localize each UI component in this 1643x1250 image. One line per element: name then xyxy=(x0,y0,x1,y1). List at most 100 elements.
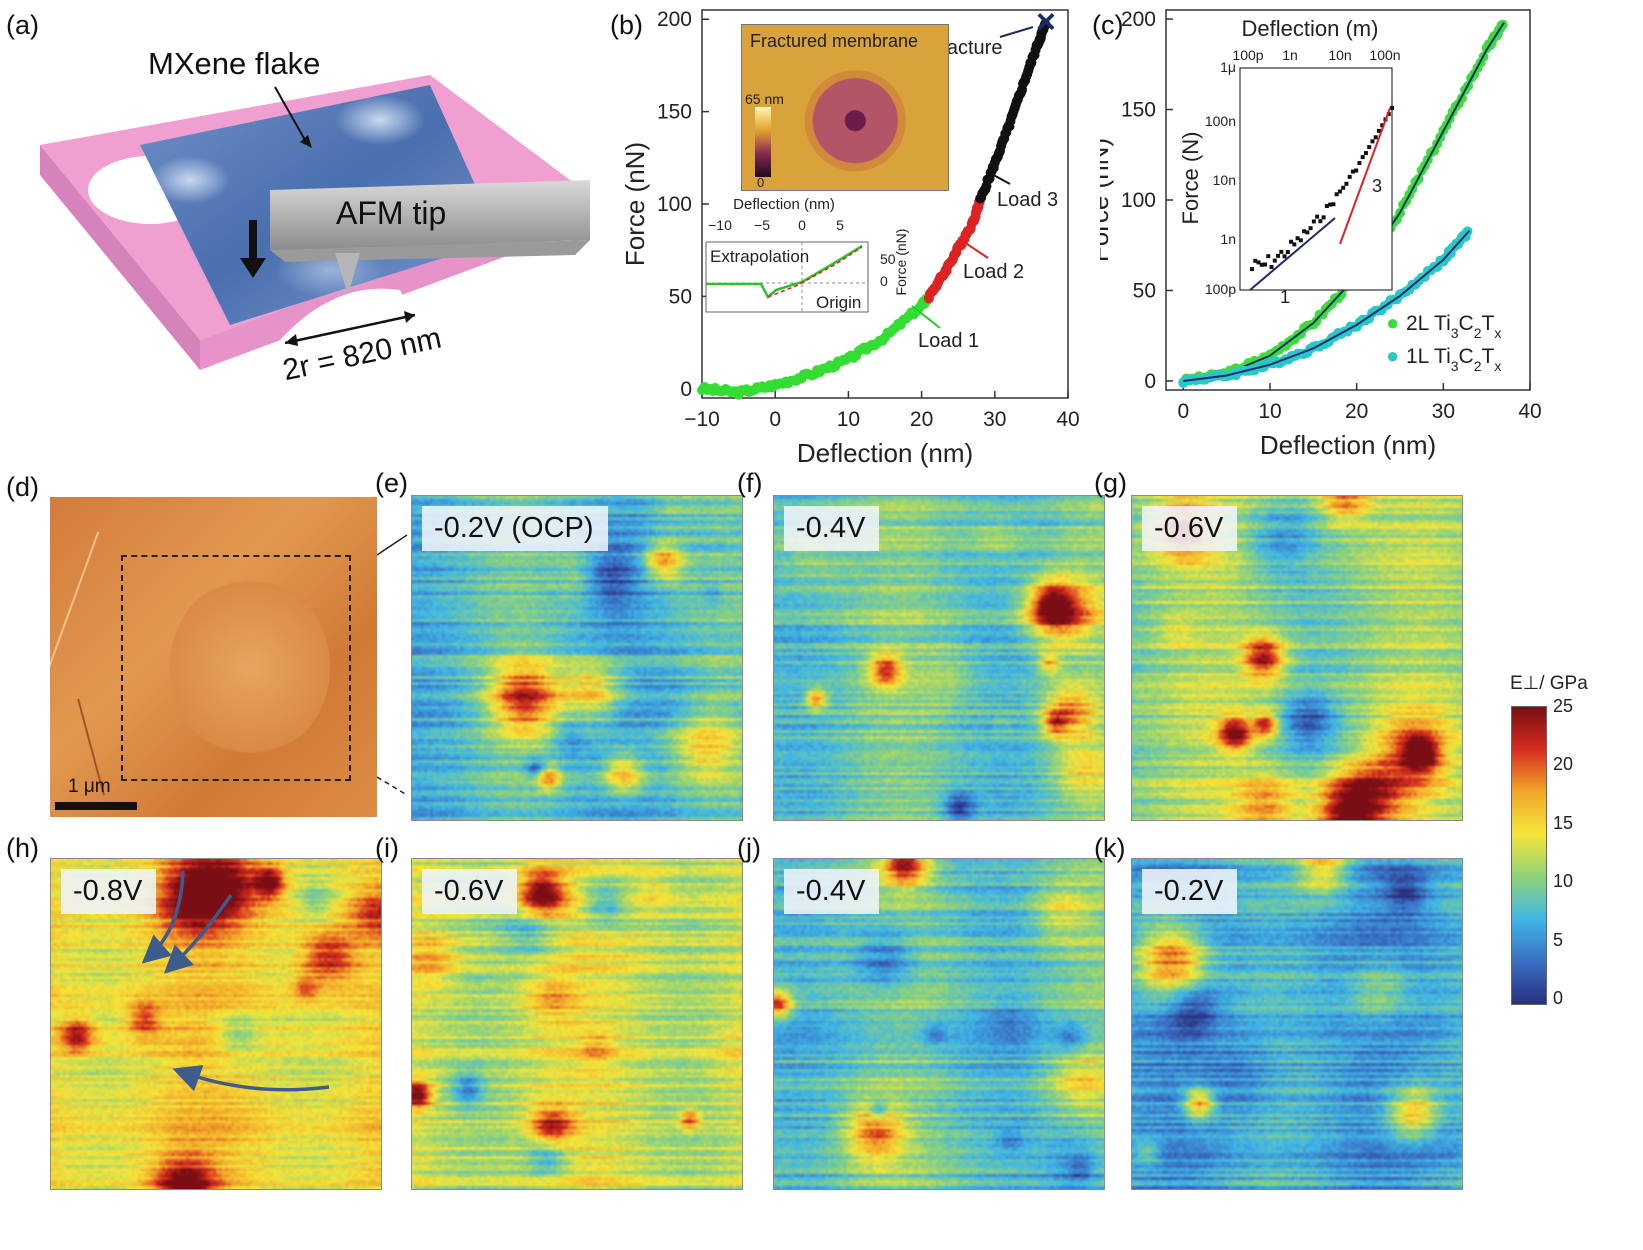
inset-data-point xyxy=(1331,202,1336,207)
inset-data-point xyxy=(1289,239,1294,244)
inset-data-point xyxy=(1328,202,1333,207)
map-f-voltage-label: -0.4V xyxy=(784,506,880,551)
zoom-connector-lines xyxy=(377,534,408,796)
inset-y-tick: 10n xyxy=(1213,172,1236,188)
inset-x-tick: 100n xyxy=(1369,47,1400,63)
inset-x-tick: −10 xyxy=(708,217,732,233)
load1-annotation: Load 1 xyxy=(918,330,979,352)
inset-scale-min: 0 xyxy=(757,175,765,190)
inset-y-tick: 0 xyxy=(880,273,888,289)
fracture-marker: × xyxy=(1036,3,1056,41)
inset-y-tick: 1μ xyxy=(1220,59,1236,75)
inset-data-point xyxy=(1334,192,1339,197)
inset-x-label: Deflection (m) xyxy=(1242,16,1379,41)
y-tick-label: 100 xyxy=(657,193,692,216)
afm-tip xyxy=(270,180,590,250)
y-tick-label: 200 xyxy=(657,8,692,31)
inset-red-curve xyxy=(767,246,863,298)
inset-data-point xyxy=(1321,215,1326,220)
inset-data-point xyxy=(1250,267,1254,272)
x-tick-label: 10 xyxy=(837,408,860,431)
inset-data-point xyxy=(1376,128,1381,133)
inset-data-point xyxy=(1373,135,1378,140)
inset-data-point xyxy=(1354,168,1359,173)
inset-data-point xyxy=(1370,139,1375,144)
inset-data-point xyxy=(1347,174,1352,179)
load1-arrow xyxy=(911,305,941,329)
inset-data-point xyxy=(1305,230,1310,235)
modulus-map-j: -0.4V xyxy=(773,858,1105,1190)
inset-y-tick: 100p xyxy=(1205,281,1236,297)
x-tick-label: 30 xyxy=(1432,400,1455,423)
map-e-voltage-label: -0.2V (OCP) xyxy=(422,506,608,551)
inset-data-point xyxy=(1266,254,1271,259)
inset-data-point xyxy=(1363,151,1368,156)
inset-data-point xyxy=(1282,254,1287,259)
inset-data-point xyxy=(1259,262,1264,267)
chart-c: 0 10 20 30 40 0 50 100 150 200 Deflection (nm) Forc… xyxy=(1100,8,1542,460)
afm-topography-image: 1 μm xyxy=(50,497,377,817)
scale-bar xyxy=(55,802,137,810)
inset-x-tick: 5 xyxy=(836,217,844,233)
inset-data-point xyxy=(1308,226,1313,231)
colorbar-title: E⊥/ GPa xyxy=(1510,673,1588,694)
inset-x-tick: 10n xyxy=(1328,47,1351,63)
slope1-label: 1 xyxy=(1280,287,1290,307)
inset-data-point xyxy=(1276,253,1281,258)
inset-origin-label: Origin xyxy=(816,293,861,312)
map-i-voltage-label: -0.6V xyxy=(422,869,518,914)
map-i-letter: (i) xyxy=(375,833,399,863)
inset-data-point xyxy=(1302,229,1307,234)
modulus-map-k: -0.2V xyxy=(1131,858,1463,1190)
inset-data-point xyxy=(1253,258,1258,263)
inset-data-point xyxy=(1390,106,1394,110)
y-tick-label: 150 xyxy=(1121,99,1156,122)
y-tick-label: 50 xyxy=(669,285,692,308)
inset-y-label: Force (N) xyxy=(1178,132,1203,225)
inset-green-curve xyxy=(706,244,863,299)
colorbar-ticks: 25 20 15 10 5 0 xyxy=(1553,696,1593,1016)
inset-data-point xyxy=(1269,265,1274,270)
load2-annotation: Load 2 xyxy=(963,261,1024,283)
panel-c-letter: (c) xyxy=(1092,10,1124,40)
inset-data-point xyxy=(1298,238,1303,243)
x-tick-label: 20 xyxy=(910,408,933,431)
inset-data-point xyxy=(1292,242,1297,247)
inset-extrapolation-label: Extrapolation xyxy=(710,247,809,266)
inset-slope1-line xyxy=(1249,217,1336,291)
scale-bar-label: 1 μm xyxy=(68,776,111,797)
inset-data-point xyxy=(1285,250,1290,255)
x-tick-label: 10 xyxy=(1258,400,1281,423)
legend-label: 2L Ti3C2Tx xyxy=(1406,312,1501,341)
inset-data-point xyxy=(1315,214,1320,219)
inset-data-point xyxy=(1357,161,1362,166)
legend-marker: ● xyxy=(1386,343,1399,368)
inset-data-point xyxy=(1279,249,1284,254)
colorbar-tick: 5 xyxy=(1553,930,1564,950)
x-tick-label: 30 xyxy=(983,408,1006,431)
x-tick-label: 0 xyxy=(769,408,781,431)
modulus-map-h: -0.8V xyxy=(50,858,382,1190)
flake-label: MXene flake xyxy=(148,46,321,81)
afm-tip-label: AFM tip xyxy=(336,195,447,231)
map-e-letter: (e) xyxy=(375,468,408,498)
zoom-region-box xyxy=(121,555,351,781)
x-axis-label: Deflection (nm) xyxy=(797,438,973,468)
inset-data-point xyxy=(1311,219,1316,224)
y-tick-label: 0 xyxy=(1144,370,1156,393)
map-j-voltage-label: -0.4V xyxy=(784,869,880,914)
x-tick-label: 40 xyxy=(1056,408,1079,431)
inset-data-point xyxy=(1367,145,1372,150)
inset-x-tick: 1n xyxy=(1282,47,1298,63)
x-tick-label: −10 xyxy=(684,408,720,431)
inset-data-point xyxy=(1263,262,1268,267)
inset-plot-frame xyxy=(705,241,869,313)
modulus-map-i: -0.6V xyxy=(411,858,743,1190)
inset-data-point xyxy=(1324,204,1329,209)
slope3-label: 3 xyxy=(1372,176,1382,196)
colorbar-tick: 20 xyxy=(1553,754,1574,774)
migration-arrows xyxy=(141,870,330,1092)
inset-data-point xyxy=(1344,181,1349,186)
colorbar xyxy=(1511,706,1547,1005)
